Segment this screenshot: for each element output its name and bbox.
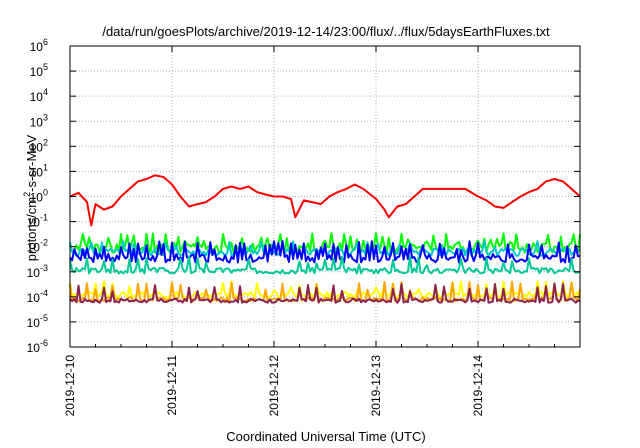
y-tick-labels: 106 105 104 103 102 101 100 10-1 10-2 10-3 10-4 10-… <box>27 37 48 355</box>
y-tick-label: 102 <box>30 137 48 154</box>
y-tick-label: 106 <box>30 37 48 54</box>
series-line <box>69 240 581 264</box>
series-line <box>69 255 581 275</box>
y-tick-label: 10-5 <box>27 313 48 330</box>
y-tick-label: 101 <box>30 162 48 179</box>
x-tick-label: 2019-12-13 <box>369 355 383 417</box>
y-tick-label: 100 <box>30 188 48 205</box>
x-tick-label: 2019-12-14 <box>471 355 485 417</box>
y-tick-label: 10-6 <box>27 338 48 355</box>
y-tick-label: 105 <box>30 62 48 79</box>
x-tick-labels: 2019-12-10 2019-12-11 2019-12-12 2019-12-13… <box>63 355 485 417</box>
y-tick-label: 104 <box>30 87 48 104</box>
y-tick-label: 10-1 <box>27 213 48 230</box>
x-tick-label: 2019-12-12 <box>267 355 281 417</box>
series-line <box>69 174 581 227</box>
y-tick-label: 10-4 <box>27 288 48 305</box>
chart-title: /data/run/goesPlots/archive/2019-12-14/2… <box>102 24 550 39</box>
plot-frame <box>69 45 581 348</box>
y-tick-label: 103 <box>30 112 48 129</box>
y-axis-label: protons/cm2-s-sr-MeV <box>22 134 39 261</box>
x-tick-label: 2019-12-11 <box>165 355 179 416</box>
x-tick-label: 2019-12-10 <box>63 355 77 417</box>
y-tick-label: 10-2 <box>27 238 48 255</box>
plot-border <box>69 45 581 348</box>
series-lines <box>69 174 581 304</box>
y-tick-label: 10-3 <box>27 263 48 280</box>
series-line <box>69 282 581 304</box>
x-axis-label: Coordinated Universal Time (UTC) <box>226 429 425 444</box>
